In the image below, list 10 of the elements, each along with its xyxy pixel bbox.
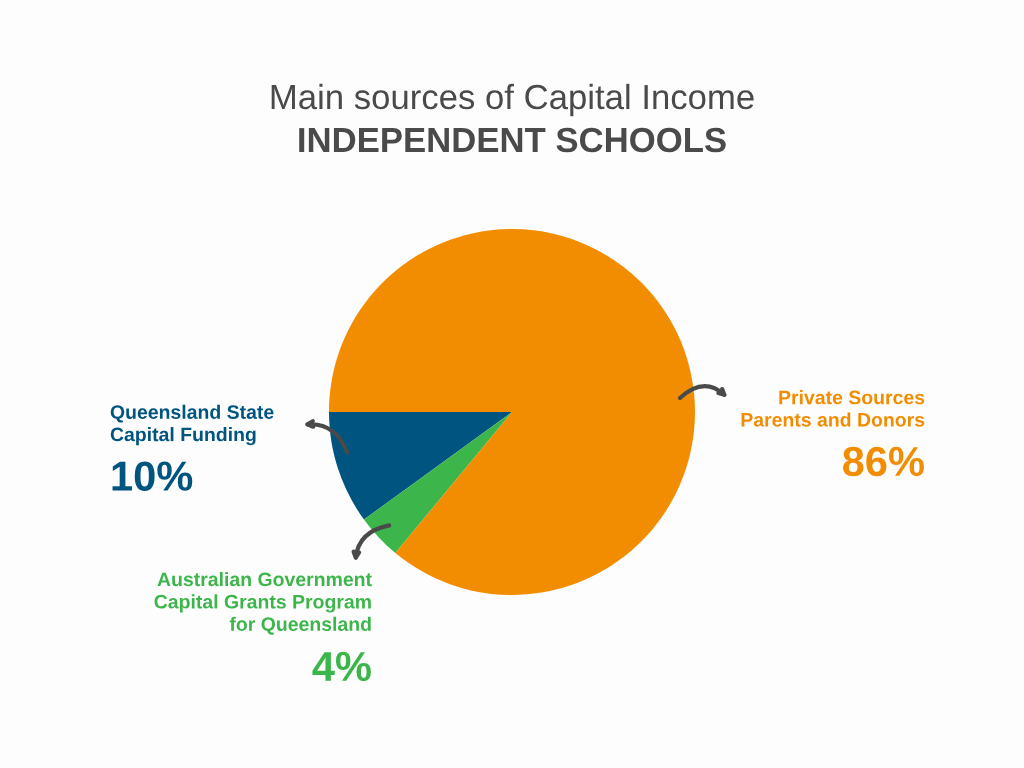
slice-label: Australian Government Capital Grants Program for Queensland — [154, 571, 372, 635]
slice-label: Queensland State Capital Funding — [110, 404, 274, 446]
slice-label: Private Sources Parents and Donors — [741, 390, 925, 427]
pie-slice — [363, 412, 512, 553]
chart-title: Main sources of Capital Income — [271, 83, 754, 117]
chart-subtitle: INDEPENDENT SCHOOLS — [299, 127, 726, 153]
pie-slice — [329, 412, 512, 520]
data-label: 86% — [842, 446, 924, 477]
data-label: 10% — [112, 461, 193, 491]
data-label: 4% — [312, 651, 371, 682]
